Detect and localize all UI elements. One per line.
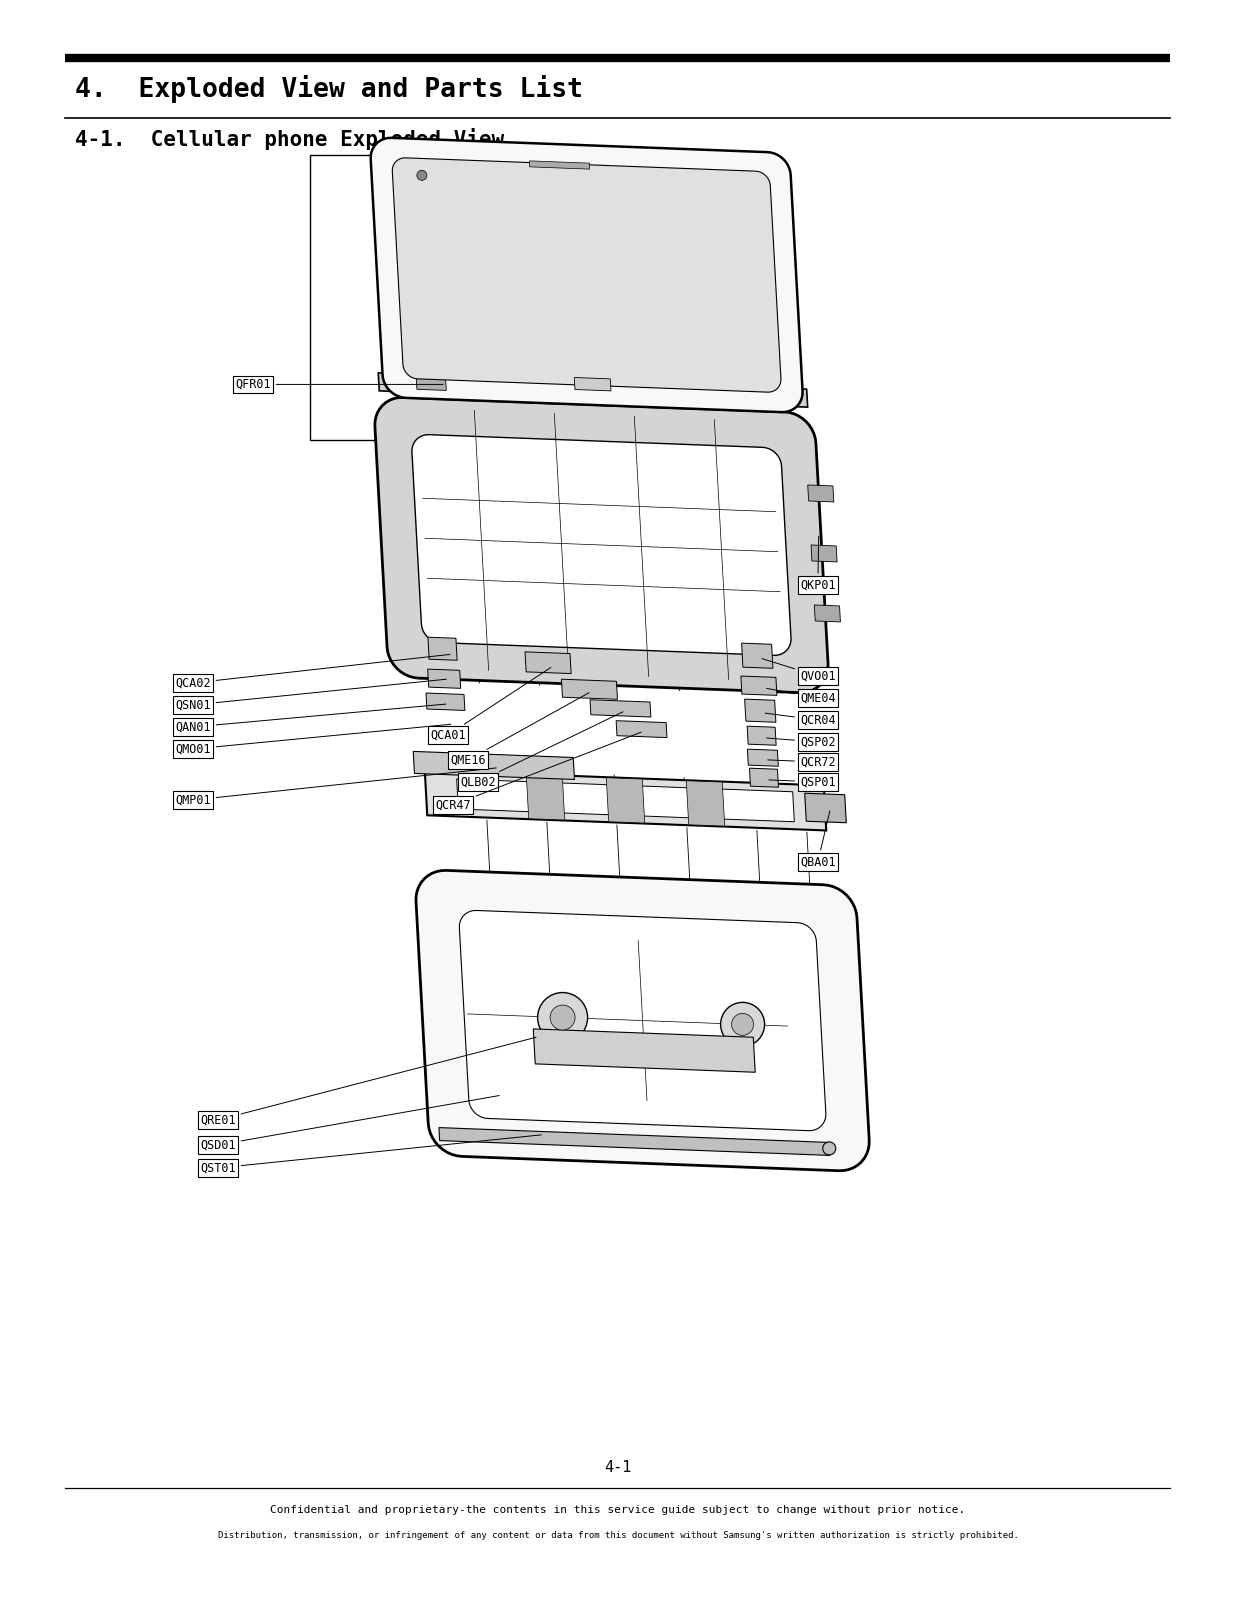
Text: 4-1.  Cellular phone Exploded View: 4-1. Cellular phone Exploded View: [75, 128, 505, 150]
Polygon shape: [428, 669, 460, 688]
Polygon shape: [526, 774, 565, 821]
Text: QCR04: QCR04: [766, 714, 836, 726]
Text: QKP01: QKP01: [800, 536, 836, 592]
Text: QME04: QME04: [767, 688, 836, 704]
Circle shape: [823, 1142, 836, 1155]
Text: QRE01: QRE01: [200, 1037, 536, 1126]
Circle shape: [721, 1002, 764, 1046]
Polygon shape: [439, 1128, 830, 1155]
Text: QST01: QST01: [200, 1134, 542, 1174]
Polygon shape: [747, 749, 778, 766]
Text: Confidential and proprietary-the contents in this service guide subject to chang: Confidential and proprietary-the content…: [271, 1506, 966, 1515]
Text: QBA01: QBA01: [800, 811, 836, 869]
Polygon shape: [524, 651, 571, 674]
Text: QSD01: QSD01: [200, 1096, 500, 1152]
Text: QSP01: QSP01: [769, 776, 836, 789]
Bar: [310, 155, 705, 440]
Polygon shape: [808, 485, 834, 502]
Polygon shape: [379, 373, 808, 406]
Polygon shape: [416, 378, 447, 390]
Text: QSN01: QSN01: [174, 680, 447, 712]
Polygon shape: [750, 768, 778, 787]
Polygon shape: [574, 378, 611, 390]
Polygon shape: [616, 720, 667, 738]
Text: QCR72: QCR72: [768, 755, 836, 768]
Polygon shape: [424, 770, 826, 830]
Text: QLB02: QLB02: [460, 712, 623, 789]
Polygon shape: [741, 677, 777, 696]
Polygon shape: [805, 794, 846, 822]
Polygon shape: [413, 752, 574, 779]
Polygon shape: [371, 138, 803, 413]
Text: Distribution, transmission, or infringement of any content or data from this doc: Distribution, transmission, or infringem…: [218, 1531, 1018, 1539]
Text: QCA02: QCA02: [174, 654, 450, 690]
Polygon shape: [742, 643, 773, 669]
Polygon shape: [412, 435, 790, 656]
Text: QVO01: QVO01: [762, 659, 836, 683]
Polygon shape: [687, 781, 725, 826]
Text: 4.  Exploded View and Parts List: 4. Exploded View and Parts List: [75, 75, 583, 102]
Polygon shape: [456, 779, 794, 822]
Circle shape: [417, 170, 427, 181]
Circle shape: [550, 1005, 575, 1030]
Polygon shape: [747, 726, 776, 746]
Polygon shape: [459, 910, 826, 1131]
Text: QAN01: QAN01: [174, 704, 445, 733]
Text: QME16: QME16: [450, 693, 589, 766]
Polygon shape: [426, 693, 465, 710]
Text: QCR47: QCR47: [435, 733, 641, 811]
Text: QFR01: QFR01: [235, 378, 443, 390]
Polygon shape: [562, 678, 617, 699]
Text: QMP01: QMP01: [174, 768, 496, 806]
Circle shape: [538, 992, 588, 1043]
Polygon shape: [428, 637, 458, 661]
Polygon shape: [590, 699, 651, 717]
Polygon shape: [811, 546, 837, 562]
Text: QCA01: QCA01: [430, 667, 550, 741]
Polygon shape: [745, 699, 776, 722]
Text: QSP02: QSP02: [767, 736, 836, 749]
Polygon shape: [606, 778, 644, 822]
Polygon shape: [529, 162, 590, 170]
Polygon shape: [533, 1029, 756, 1072]
Polygon shape: [814, 605, 840, 622]
Circle shape: [731, 1013, 753, 1035]
Polygon shape: [375, 397, 828, 693]
Polygon shape: [392, 158, 781, 392]
Polygon shape: [416, 870, 870, 1171]
Text: 4-1: 4-1: [605, 1461, 632, 1475]
Text: QMO01: QMO01: [174, 725, 450, 755]
